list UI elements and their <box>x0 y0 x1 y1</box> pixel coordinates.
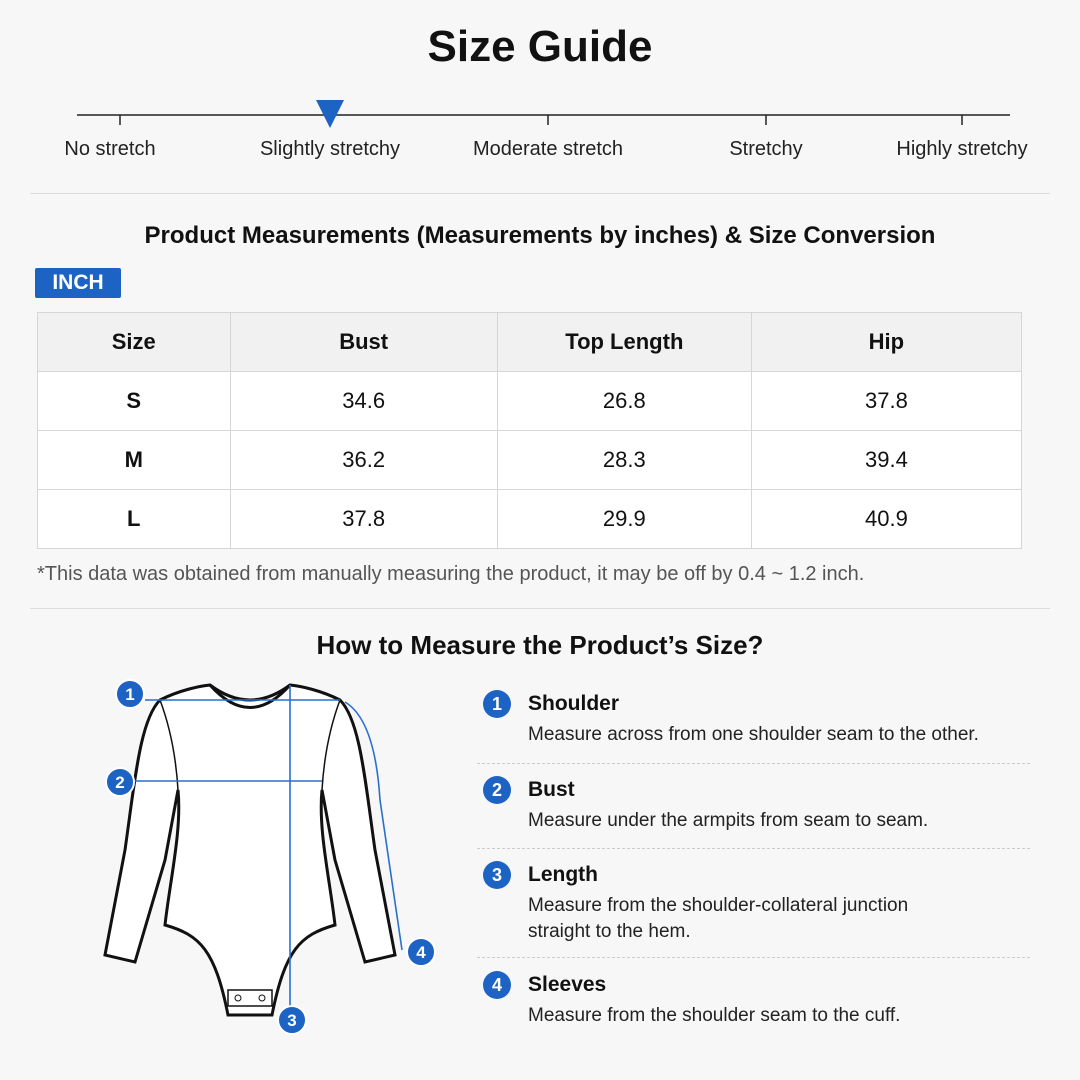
table-row: S 34.6 26.8 37.8 <box>37 371 1023 431</box>
table-cell: S <box>37 371 231 431</box>
table-cell: 37.8 <box>750 371 1023 431</box>
marker-number: 3 <box>287 1011 296 1030</box>
marker-circle <box>277 1005 307 1035</box>
section-title: How to Measure the Product’s Size? <box>316 630 764 660</box>
table-row: M 36.2 28.3 39.4 <box>37 430 1023 490</box>
marker-number: 2 <box>115 773 124 792</box>
separator <box>477 763 1030 764</box>
description-line: Measure across from one shoulder seam to… <box>528 724 979 745</box>
table-cell: 26.8 <box>496 371 752 431</box>
stretch-label: Stretchy <box>729 138 803 160</box>
description-line: Measure from the shoulder-collateral jun… <box>528 895 909 916</box>
column-header: Top Length <box>496 312 752 372</box>
divider <box>30 608 1050 609</box>
step-number: 4 <box>483 971 511 999</box>
marker-number: 4 <box>416 943 426 962</box>
note: *This data was obtained from manually me… <box>37 563 865 585</box>
table-row: L 37.8 29.9 40.9 <box>37 489 1023 549</box>
section-title: Product Measurements (Measurements by in… <box>144 222 936 249</box>
marker-circle <box>406 937 436 967</box>
description-line: Measure under the armpits from seam to s… <box>528 810 929 831</box>
stretch-label: Highly stretchy <box>896 138 1028 160</box>
snap <box>258 994 266 1002</box>
table-cell: 34.6 <box>229 371 498 431</box>
sleeve-line <box>344 701 403 951</box>
stretch-label: No stretch <box>64 138 156 160</box>
table-cell: 39.4 <box>750 430 1023 490</box>
stretch-scale <box>77 100 1010 128</box>
sleeve-seam <box>159 699 341 791</box>
separator <box>477 957 1030 958</box>
step-number: 1 <box>483 690 511 718</box>
step-description: Measure under the armpits from seam to s… <box>528 808 928 834</box>
column-header: Size <box>37 312 231 372</box>
step-label: Shoulder <box>528 692 620 715</box>
step-label: Length <box>528 863 598 886</box>
column-header: Hip <box>750 312 1023 372</box>
table-cell: 28.3 <box>496 430 752 490</box>
title: Size Guide <box>427 22 653 71</box>
marker-circle <box>105 767 135 797</box>
table-cell: 37.8 <box>229 489 498 549</box>
step-number: 2 <box>483 776 511 804</box>
marker-circle <box>115 679 145 709</box>
step-label: Bust <box>528 778 575 801</box>
size-table: Size Bust Top Length Hip S 34.6 26.8 37.8 M 36.2 2… <box>37 312 1023 549</box>
description-line: Measure from the shoulder seam to the cu… <box>528 1005 901 1026</box>
marker-number: 1 <box>125 685 134 704</box>
step-description: Measure across from one shoulder seam to… <box>528 722 979 748</box>
table-cell: 36.2 <box>229 430 498 490</box>
snap <box>234 994 242 1002</box>
table-cell: 40.9 <box>750 489 1023 549</box>
stretch-indicator <box>316 100 344 128</box>
unit-badge: INCH <box>35 268 121 298</box>
step-label: Sleeves <box>528 973 607 996</box>
stretch-label: Slightly stretchy <box>259 138 401 160</box>
stretch-label: Moderate stretch <box>472 138 624 160</box>
bodysuit-diagram: 1 2 3 4 <box>103 679 436 1035</box>
step-description: Measure from the shoulder-collateral jun… <box>528 893 908 945</box>
table-cell: 29.9 <box>496 489 752 549</box>
step-number: 3 <box>483 861 511 889</box>
snap-panel <box>227 989 273 1007</box>
divider <box>30 193 1050 194</box>
separator <box>477 848 1030 849</box>
description-line: straight to the hem. <box>528 921 691 942</box>
column-header: Bust <box>229 312 498 372</box>
table-cell: L <box>37 489 231 549</box>
step-description: Measure from the shoulder seam to the cu… <box>528 1003 900 1029</box>
garment-outline <box>103 683 397 1017</box>
neckline <box>208 684 292 709</box>
table-cell: M <box>37 430 231 490</box>
